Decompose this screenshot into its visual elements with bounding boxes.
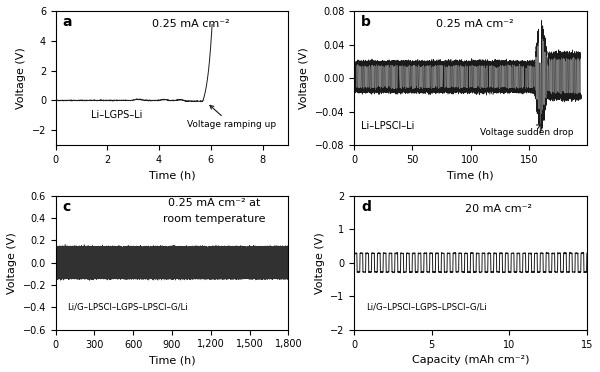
Text: Li/G–LPSCl–LGPS–LPSCl–G/Li: Li/G–LPSCl–LGPS–LPSCl–G/Li xyxy=(366,303,487,312)
Text: c: c xyxy=(63,200,71,214)
Text: room temperature: room temperature xyxy=(163,214,265,224)
Text: Li/G–LPSCl–LGPS–LPSCl–G/Li: Li/G–LPSCl–LGPS–LPSCl–G/Li xyxy=(67,303,188,312)
Text: 0.25 mA cm⁻²: 0.25 mA cm⁻² xyxy=(152,19,229,29)
Text: 0.25 mA cm⁻² at: 0.25 mA cm⁻² at xyxy=(168,198,260,208)
Text: d: d xyxy=(361,200,371,214)
Text: b: b xyxy=(361,15,371,29)
Y-axis label: Voltage (V): Voltage (V) xyxy=(16,47,26,109)
Y-axis label: Voltage (V): Voltage (V) xyxy=(299,47,310,109)
Y-axis label: Voltage (V): Voltage (V) xyxy=(7,232,17,294)
Text: Voltage sudden drop: Voltage sudden drop xyxy=(479,125,573,137)
Text: Li–LPSCl–Li: Li–LPSCl–Li xyxy=(361,121,415,131)
X-axis label: Time (h): Time (h) xyxy=(447,170,494,180)
Text: Li–LGPS–Li: Li–LGPS–Li xyxy=(91,110,142,120)
Text: 20 mA cm⁻²: 20 mA cm⁻² xyxy=(465,203,532,214)
X-axis label: Time (h): Time (h) xyxy=(149,355,196,365)
X-axis label: Capacity (mAh cm⁻²): Capacity (mAh cm⁻²) xyxy=(412,355,529,365)
X-axis label: Time (h): Time (h) xyxy=(149,170,196,180)
Y-axis label: Voltage (V): Voltage (V) xyxy=(314,232,325,294)
Text: 0.25 mA cm⁻²: 0.25 mA cm⁻² xyxy=(436,19,514,29)
Text: a: a xyxy=(63,15,72,29)
Text: Voltage ramping up: Voltage ramping up xyxy=(187,105,276,129)
